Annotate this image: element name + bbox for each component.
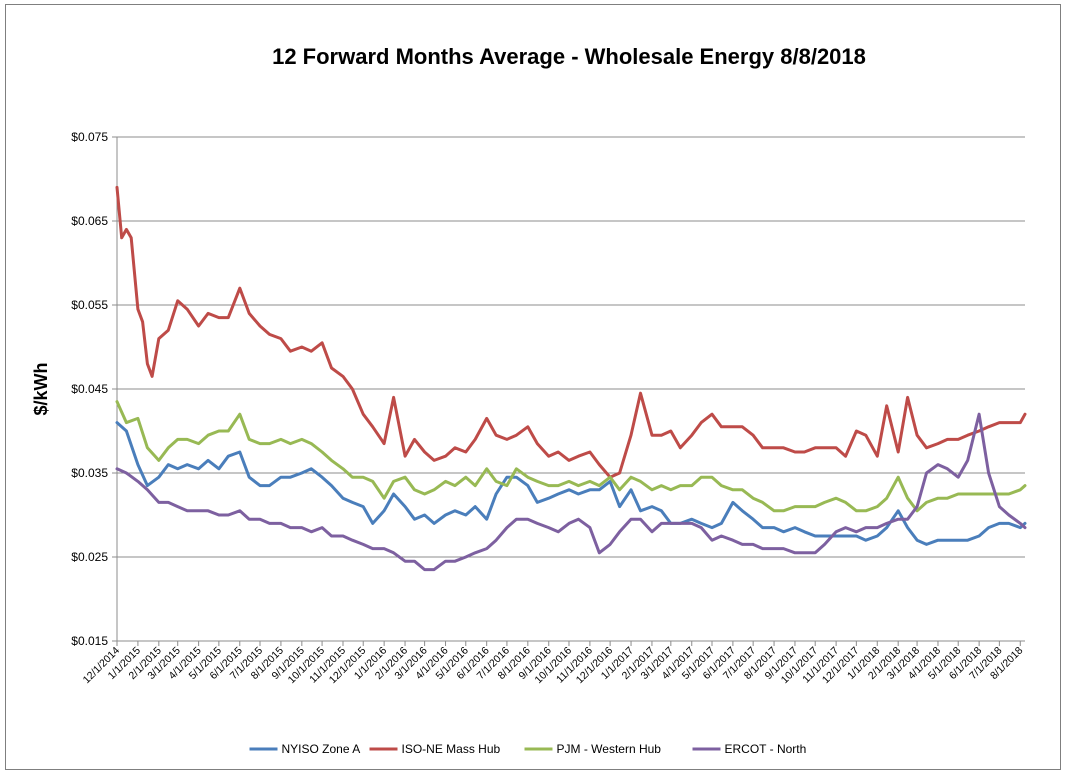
y-tick-label: $0.065 bbox=[71, 214, 108, 228]
y-tick-label: $0.035 bbox=[71, 466, 108, 480]
chart-title: 12 Forward Months Average - Wholesale En… bbox=[272, 44, 866, 69]
legend-label: PJM - Western Hub bbox=[557, 742, 662, 756]
grid-layer bbox=[117, 136, 1025, 642]
series-line-2 bbox=[115, 185, 1027, 479]
y-tick-label: $0.045 bbox=[71, 382, 108, 396]
legend-label: NYISO Zone A bbox=[282, 742, 361, 756]
chart-svg: 12 Forward Months Average - Wholesale En… bbox=[31, 44, 1027, 756]
legend: NYISO Zone A ISO-NE Mass Hub PJM - Western… bbox=[249, 742, 807, 756]
y-tick-label: $0.025 bbox=[71, 550, 108, 564]
series-layer bbox=[115, 185, 1027, 572]
y-tick-label: $0.015 bbox=[71, 634, 108, 648]
y-axis-title: $/kWh bbox=[31, 362, 51, 415]
legend-label: ISO-NE Mass Hub bbox=[402, 742, 501, 756]
series-line-1 bbox=[115, 421, 1027, 546]
legend-label: ERCOT - North bbox=[725, 742, 807, 756]
y-tick-label: $0.055 bbox=[71, 298, 108, 312]
series-line-4 bbox=[115, 412, 1027, 572]
axis-layer: $0.015 $0.025 $0.035 $0.045 $0.055 $0.065 $0.0… bbox=[71, 130, 1025, 686]
series-line-3 bbox=[115, 400, 1027, 513]
y-tick-label: $0.075 bbox=[71, 130, 108, 144]
chart-frame: 12 Forward Months Average - Wholesale En… bbox=[5, 4, 1061, 770]
